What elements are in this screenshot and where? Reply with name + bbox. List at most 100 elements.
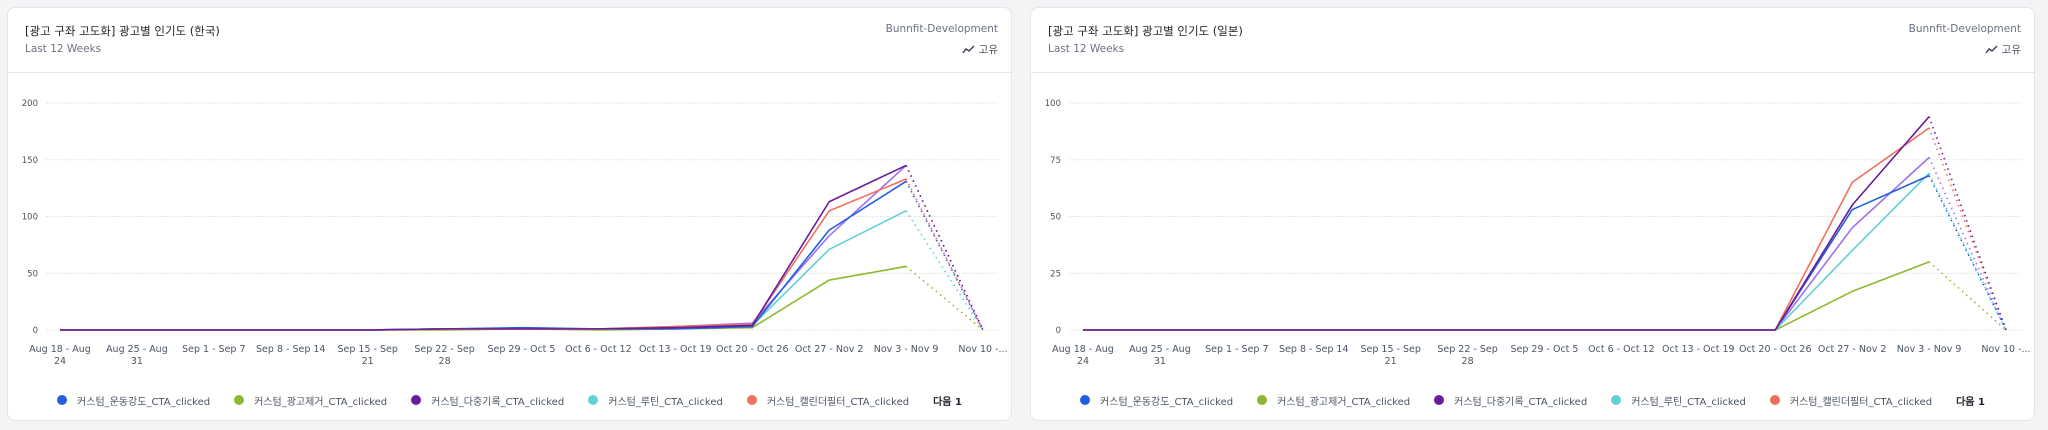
x-tick-label-line: Oct 27 - Nov 2: [795, 344, 864, 355]
x-tick-label-line: Oct 20 - Oct 26: [1739, 344, 1812, 355]
y-tick-label: 200: [22, 99, 38, 109]
metric-type-button[interactable]: 고유: [962, 42, 998, 57]
metric-type-button[interactable]: 고유: [1985, 42, 2021, 57]
x-tick-label: Oct 27 - Nov 2: [1818, 344, 1887, 355]
y-tick-label: 150: [22, 156, 38, 166]
series-line-0[interactable]: [1083, 174, 1930, 331]
x-tick-label: Sep 15 - Sep 21: [1360, 344, 1420, 367]
line-chart: 0 50 100 150 200 Aug 18 - Aug 24 Aug 25 - Aug 31…: [22, 99, 1008, 367]
legend-label: 커스텀_캘린더필터_CTA_clicked: [766, 396, 910, 408]
x-tick-label: Nov 10 -...: [958, 344, 1007, 355]
line-chart: 0 25 50 75 100 Aug 18 - Aug 24 Aug 25 - Aug 31 Se…: [1045, 99, 2031, 367]
legend-item[interactable]: 커스텀_다중기록_CTA_clicked: [1434, 393, 1587, 408]
x-tick-label-line: Nov 3 - Nov 9: [874, 344, 939, 355]
series-line-4[interactable]: [1083, 127, 1930, 331]
x-tick-label-line: Oct 6 - Oct 12: [565, 344, 632, 355]
series-line-1[interactable]: [1083, 261, 1930, 331]
x-tick-label-line: Aug 25 - Aug: [1129, 344, 1191, 355]
legend-label: 커스텀_루틴_CTA_clicked: [608, 396, 723, 408]
legend-label: 커스텀_다중기록_CTA_clicked: [1454, 396, 1588, 408]
series-incomplete-segment-4[interactable]: [1928, 127, 2007, 331]
x-tick-label: Sep 1 - Sep 7: [182, 344, 245, 355]
series-line-2[interactable]: [60, 164, 907, 331]
x-tick-label-line: Sep 29 - Oct 5: [488, 344, 556, 355]
x-tick-label-line: 21: [362, 356, 374, 367]
legend-label: 커스텀_광고제거_CTA_clicked: [1277, 396, 1411, 408]
series-incomplete-segment-3[interactable]: [1928, 173, 2007, 331]
legend-next-page-button[interactable]: 다음 1: [933, 396, 962, 408]
x-tick-label: Oct 13 - Oct 19: [639, 344, 712, 355]
x-tick-label-line: Aug 18 - Aug: [1052, 344, 1114, 355]
chart-date-range: Last 12 Weeks: [25, 43, 102, 55]
legend-color-dot: [588, 395, 599, 405]
legend-color-dot: [1434, 395, 1445, 405]
legend-label: 커스텀_다중기록_CTA_clicked: [431, 396, 565, 408]
x-tick-label-line: 31: [131, 356, 143, 367]
series-incomplete-segment-5[interactable]: [1928, 157, 2007, 331]
x-tick-label: Oct 13 - Oct 19: [1662, 344, 1735, 355]
y-tick-label: 25: [1050, 269, 1061, 279]
y-tick-label: 75: [1050, 156, 1061, 166]
legend-item[interactable]: 커스텀_광고제거_CTA_clicked: [234, 393, 387, 408]
trend-line-icon: [962, 45, 975, 54]
y-tick-label: 0: [33, 326, 38, 336]
series-incomplete-segment-2[interactable]: [1928, 116, 2007, 331]
chart-title[interactable]: [광고 구좌 고도화] 광고별 인기도 (일본): [1048, 24, 1243, 38]
series-incomplete-segment-2[interactable]: [905, 165, 984, 331]
x-tick-label: Aug 18 - Aug 24: [29, 344, 91, 367]
x-tick-label: Oct 6 - Oct 12: [1588, 344, 1655, 355]
legend-label: 커스텀_루틴_CTA_clicked: [1631, 396, 1746, 408]
legend-color-dot: [234, 395, 245, 405]
x-tick-label-line: Nov 10 -...: [1981, 344, 2030, 355]
x-tick-label-line: 24: [1077, 356, 1089, 367]
chart-legend: 커스텀_운동강도_CTA_clicked 커스텀_광고제거_CTA_clicked…: [1031, 385, 2034, 415]
series-line-3[interactable]: [60, 210, 907, 331]
x-tick-label: Nov 10 -...: [1981, 344, 2030, 355]
y-tick-label: 0: [1056, 326, 1061, 336]
legend-color-dot: [1080, 395, 1091, 405]
x-tick-label-line: Nov 3 - Nov 9: [1897, 344, 1962, 355]
series-incomplete-segment-0[interactable]: [905, 180, 984, 331]
legend-item[interactable]: 커스텀_캘린더필터_CTA_clicked: [746, 393, 910, 408]
x-tick-label: Sep 8 - Sep 14: [256, 344, 325, 355]
legend-item[interactable]: 커스텀_루틴_CTA_clicked: [588, 393, 723, 408]
legend-label: 커스텀_운동강도_CTA_clicked: [1100, 396, 1234, 408]
x-tick-label-line: 21: [1385, 356, 1397, 367]
series-line-2[interactable]: [1083, 116, 1930, 331]
series-incomplete-segment-0[interactable]: [1928, 175, 2007, 331]
x-tick-label: Nov 3 - Nov 9: [874, 344, 939, 355]
legend-next-page-button[interactable]: 다음 1: [1956, 396, 1985, 408]
series-incomplete-segment-4[interactable]: [905, 178, 984, 331]
series-incomplete-segment-1[interactable]: [1928, 261, 2007, 331]
series-line-5[interactable]: [1083, 156, 1930, 331]
x-tick-label: Aug 25 - Aug 31: [106, 344, 168, 367]
legend-item[interactable]: 커스텀_루틴_CTA_clicked: [1611, 393, 1746, 408]
series-incomplete-segment-1[interactable]: [905, 265, 984, 331]
series-line-0[interactable]: [60, 180, 907, 331]
chart-card-korea: [광고 구좌 고도화] 광고별 인기도 (한국) Last 12 Weeks B…: [7, 7, 1012, 421]
legend-item[interactable]: 커스텀_다중기록_CTA_clicked: [411, 393, 564, 408]
legend-label: 커스텀_캘린더필터_CTA_clicked: [1789, 396, 1933, 408]
series-line-5[interactable]: [60, 164, 907, 331]
trend-line-icon: [1985, 45, 1998, 54]
legend-item[interactable]: 커스텀_운동강도_CTA_clicked: [1080, 393, 1233, 408]
x-tick-label-line: Oct 13 - Oct 19: [639, 344, 712, 355]
x-tick-label-line: Aug 18 - Aug: [29, 344, 91, 355]
x-tick-label-line: Oct 27 - Nov 2: [1818, 344, 1887, 355]
chart-date-range: Last 12 Weeks: [1048, 43, 1125, 55]
x-tick-label-line: Nov 10 -...: [958, 344, 1007, 355]
x-tick-label: Sep 29 - Oct 5: [1511, 344, 1579, 355]
legend-color-dot: [1611, 395, 1622, 405]
x-tick-label-line: Oct 6 - Oct 12: [1588, 344, 1655, 355]
legend-label: 커스텀_운동강도_CTA_clicked: [77, 396, 211, 408]
legend-item[interactable]: 커스텀_운동강도_CTA_clicked: [57, 393, 210, 408]
legend-item[interactable]: 커스텀_광고제거_CTA_clicked: [1257, 393, 1410, 408]
series-line-3[interactable]: [1083, 172, 1930, 331]
x-tick-label-line: Oct 13 - Oct 19: [1662, 344, 1735, 355]
series-incomplete-segment-3[interactable]: [905, 210, 984, 331]
x-tick-label-line: Sep 8 - Sep 14: [256, 344, 325, 355]
legend-item[interactable]: 커스텀_캘린더필터_CTA_clicked: [1769, 393, 1933, 408]
chart-title[interactable]: [광고 구좌 고도화] 광고별 인기도 (한국): [25, 24, 220, 38]
x-tick-label: Aug 25 - Aug 31: [1129, 344, 1191, 367]
series-line-4[interactable]: [60, 178, 907, 331]
